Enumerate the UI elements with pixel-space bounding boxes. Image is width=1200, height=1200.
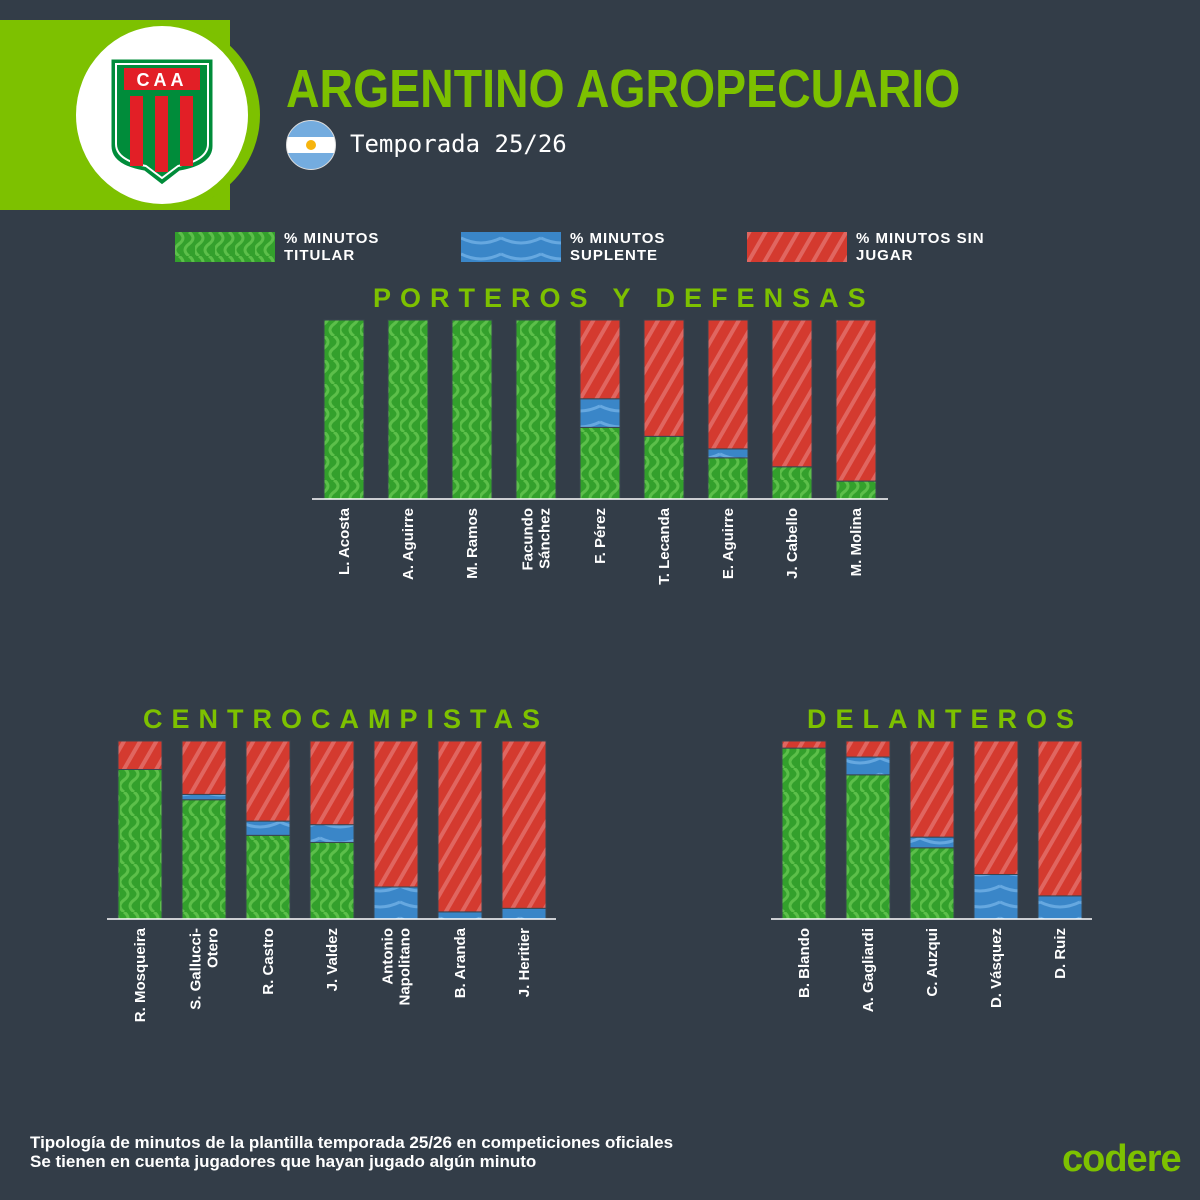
tick-label: FacundoSánchez — [520, 508, 554, 571]
argentina-flag-icon — [286, 120, 336, 170]
tick-label: M. Molina — [848, 507, 865, 576]
bar-segment-sin-jugar — [309, 740, 355, 826]
bar-segment-titular — [579, 426, 621, 500]
bar-segment-suplente — [245, 820, 291, 836]
bar-segment-titular — [515, 319, 557, 500]
bar-segment-titular — [845, 774, 891, 920]
bar-segment-titular — [451, 319, 493, 500]
bar-segment-sin-jugar — [781, 740, 827, 749]
bar-segment-sin-jugar — [643, 319, 685, 437]
tick-label: J. Cabello — [784, 508, 801, 579]
tick-label: T. Lecanda — [656, 507, 673, 584]
footer-note: Tipología de minutos de la plantilla tem… — [30, 1133, 673, 1171]
legend-item-suplente: % MINUTOS SUPLENTE — [461, 230, 710, 264]
bar-segment-sin-jugar — [845, 740, 891, 758]
bar-segment-titular — [643, 435, 685, 500]
tick-label: R. Castro — [260, 928, 277, 995]
bar-segment-titular — [387, 319, 429, 500]
bar-segment-sin-jugar — [579, 319, 621, 400]
bar-segment-sin-jugar — [117, 740, 163, 770]
bar-segment-sin-jugar — [1037, 740, 1083, 897]
bar-segment-sin-jugar — [771, 319, 813, 468]
tick-label: AntonioNapolitano — [380, 928, 414, 1006]
bar-segment-suplente — [373, 886, 419, 920]
bar-segment-titular — [309, 841, 355, 920]
svg-text:CAA: CAA — [137, 70, 188, 90]
tick-label: C. Auzqui — [924, 928, 941, 997]
bar-segment-suplente — [181, 793, 227, 801]
bar-segment-sin-jugar — [181, 740, 227, 795]
legend-swatch-green — [175, 232, 275, 262]
bar-segment-sin-jugar — [501, 740, 547, 909]
tick-label: A. Gagliardi — [860, 928, 877, 1012]
tick-label: E. Aguirre — [720, 508, 737, 579]
bar-segment-titular — [909, 847, 955, 920]
bar-segment-titular — [781, 747, 827, 920]
tick-label: M. Ramos — [464, 508, 481, 579]
bar-segment-suplente — [309, 824, 355, 843]
tick-label: D. Ruiz — [1052, 928, 1069, 979]
legend-swatch-red — [747, 232, 847, 262]
tick-label: J. Heritier — [516, 928, 533, 997]
footer-line-1: Tipología de minutos de la plantilla tem… — [30, 1133, 674, 1152]
tick-label: J. Valdez — [324, 928, 341, 991]
bar-segment-titular — [323, 319, 365, 500]
tick-label: B. Blando — [796, 928, 813, 998]
page-title: ARGENTINO AGROPECUARIO — [286, 59, 961, 119]
legend-swatch-blue — [461, 232, 561, 262]
tick-label: D. Vásquez — [988, 928, 1005, 1008]
section-title-delanteros: DELANTEROS — [807, 704, 1084, 734]
bar-segment-sin-jugar — [973, 740, 1019, 875]
tick-label: L. Acosta — [336, 507, 353, 575]
tick-label: S. Gallucci-Otero — [188, 928, 222, 1010]
club-badge-circle: CAA — [70, 20, 260, 210]
bar-segment-titular — [835, 480, 877, 500]
tick-label: B. Aranda — [452, 927, 469, 998]
bar-segment-suplente — [1037, 895, 1083, 920]
bar-segment-suplente — [437, 911, 483, 920]
section-title-centrocampistas: CENTROCAMPISTAS — [143, 704, 550, 734]
legend-item-titular: % MINUTOS TITULAR — [175, 230, 424, 264]
legend-item-sin-jugar: % MINUTOS SIN JUGAR — [747, 230, 996, 264]
bar-segment-suplente — [909, 836, 955, 849]
bar-segment-titular — [117, 768, 163, 920]
codere-logo: codere — [1062, 1138, 1182, 1180]
bar-segment-sin-jugar — [373, 740, 419, 888]
club-crest-icon: CAA — [108, 56, 216, 188]
bar-segment-sin-jugar — [707, 319, 749, 450]
section-title-defensas: PORTEROS Y DEFENSAS — [373, 283, 875, 313]
bar-segment-sin-jugar — [437, 740, 483, 913]
bar-segment-suplente — [845, 756, 891, 776]
tick-label: R. Mosqueira — [132, 927, 149, 1022]
footer-line-2: Se tienen en cuenta jugadores que hayan … — [30, 1152, 537, 1171]
bar-segment-suplente — [707, 448, 749, 459]
bar-segment-sin-jugar — [835, 319, 877, 482]
tick-label: A. Aguirre — [400, 508, 417, 580]
tick-label: F. Pérez — [592, 508, 609, 564]
legend-label: % MINUTOS SUPLENTE — [570, 230, 666, 264]
legend-label: % MINUTOS TITULAR — [284, 230, 380, 264]
bar-segment-titular — [771, 466, 813, 500]
bar-segment-titular — [245, 834, 291, 920]
bar-segment-sin-jugar — [245, 740, 291, 822]
bar-segment-suplente — [501, 907, 547, 920]
bar-segment-sin-jugar — [909, 740, 955, 838]
bar-segment-titular — [707, 457, 749, 500]
bar-segment-suplente — [579, 398, 621, 428]
legend-label: % MINUTOS SIN JUGAR — [856, 230, 985, 264]
season-label: Temporada 25/26 — [350, 130, 567, 158]
bar-segment-suplente — [973, 874, 1019, 920]
bar-segment-titular — [181, 799, 227, 920]
